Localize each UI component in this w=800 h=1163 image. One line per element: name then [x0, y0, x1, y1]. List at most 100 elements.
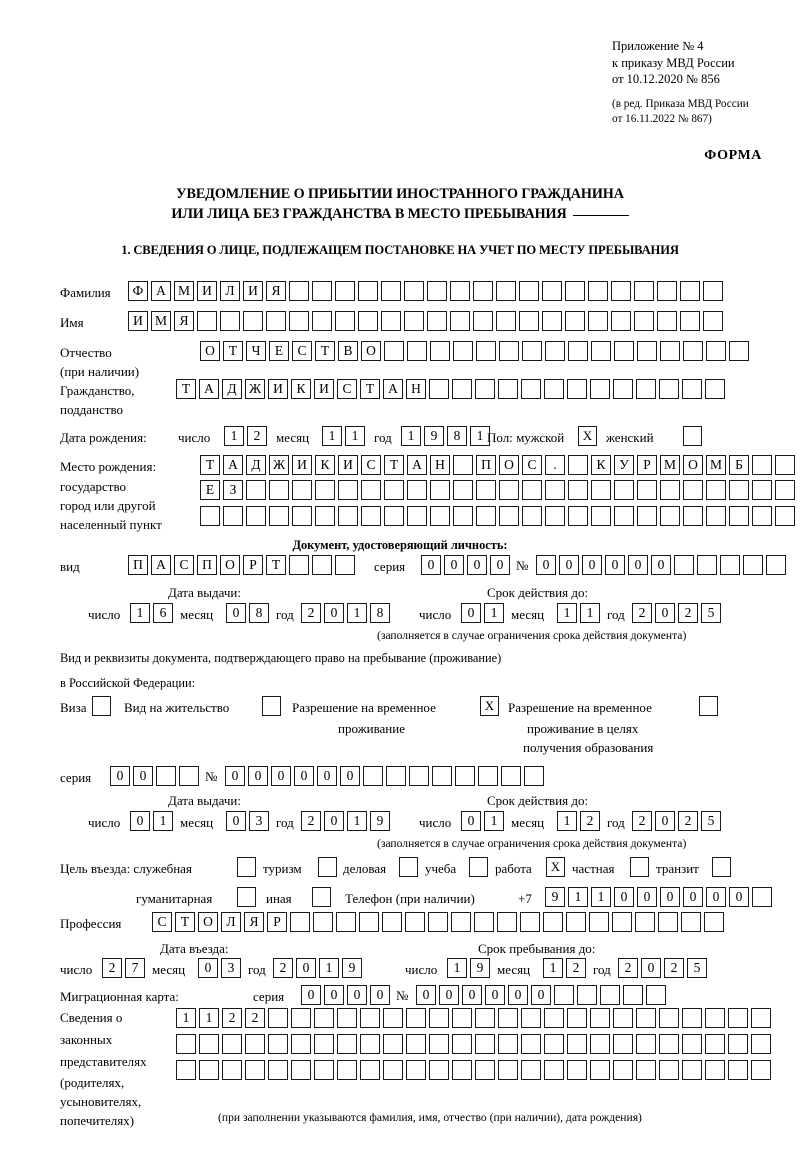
checkbox-residence-permit[interactable] — [262, 696, 281, 716]
char-cell[interactable]: 0 — [340, 766, 360, 786]
char-cell[interactable]: 7 — [125, 958, 145, 978]
char-cell[interactable] — [338, 480, 358, 500]
char-cell[interactable] — [612, 912, 632, 932]
char-cell[interactable]: Т — [384, 455, 404, 475]
char-cell[interactable] — [404, 281, 424, 301]
char-cell[interactable]: 0 — [637, 887, 657, 907]
char-cell[interactable]: 5 — [687, 958, 707, 978]
char-cell[interactable] — [519, 311, 539, 331]
char-cell[interactable] — [314, 1008, 334, 1028]
char-cell[interactable]: 0 — [508, 985, 528, 1005]
char-cell[interactable]: 2 — [245, 1008, 265, 1028]
char-cell[interactable] — [614, 480, 634, 500]
char-cell[interactable]: 9 — [424, 426, 444, 446]
char-cell[interactable]: Т — [175, 912, 195, 932]
char-cell[interactable] — [453, 480, 473, 500]
checkbox-purpose-other[interactable] — [312, 887, 331, 907]
char-cell[interactable] — [705, 1008, 725, 1028]
char-cell[interactable]: 2 — [632, 811, 652, 831]
char-cell[interactable] — [752, 506, 772, 526]
char-cell[interactable]: Д — [222, 379, 242, 399]
char-cell[interactable] — [588, 311, 608, 331]
char-cell[interactable] — [266, 311, 286, 331]
char-cell[interactable] — [522, 506, 542, 526]
char-cell[interactable]: 8 — [249, 603, 269, 623]
char-cell[interactable] — [475, 1060, 495, 1080]
char-cell[interactable]: 1 — [447, 958, 467, 978]
char-cell[interactable]: Е — [200, 480, 220, 500]
char-cell[interactable] — [222, 1060, 242, 1080]
char-cell[interactable] — [522, 341, 542, 361]
char-cell[interactable] — [751, 1008, 771, 1028]
char-cell[interactable] — [519, 281, 539, 301]
char-cell[interactable] — [476, 480, 496, 500]
char-cell[interactable] — [429, 1008, 449, 1028]
checkbox-visa[interactable] — [92, 696, 111, 716]
char-cell[interactable] — [589, 912, 609, 932]
char-cell[interactable] — [567, 1060, 587, 1080]
char-cell[interactable] — [499, 506, 519, 526]
char-cell[interactable] — [706, 341, 726, 361]
char-cell[interactable] — [720, 555, 740, 575]
field-legal-rep-row-3[interactable] — [176, 1060, 771, 1080]
char-cell[interactable]: 0 — [531, 985, 551, 1005]
char-cell[interactable] — [521, 1008, 541, 1028]
char-cell[interactable]: 1 — [224, 426, 244, 446]
char-cell[interactable]: 9 — [545, 887, 565, 907]
char-cell[interactable]: 0 — [651, 555, 671, 575]
char-cell[interactable]: 2 — [618, 958, 638, 978]
char-cell[interactable]: 0 — [324, 811, 344, 831]
char-cell[interactable] — [315, 480, 335, 500]
char-cell[interactable] — [545, 480, 565, 500]
char-cell[interactable] — [200, 506, 220, 526]
char-cell[interactable] — [657, 311, 677, 331]
char-cell[interactable] — [660, 480, 680, 500]
char-cell[interactable] — [682, 1060, 702, 1080]
char-cell[interactable]: Т — [360, 379, 380, 399]
char-cell[interactable] — [499, 480, 519, 500]
char-cell[interactable] — [775, 455, 795, 475]
char-cell[interactable] — [407, 341, 427, 361]
char-cell[interactable] — [406, 1034, 426, 1054]
char-cell[interactable]: 2 — [222, 1008, 242, 1028]
char-cell[interactable]: Т — [266, 555, 286, 575]
char-cell[interactable] — [683, 480, 703, 500]
char-cell[interactable] — [614, 341, 634, 361]
char-cell[interactable] — [473, 311, 493, 331]
char-cell[interactable]: Л — [221, 912, 241, 932]
checkbox-purpose-humanitarian[interactable] — [237, 887, 256, 907]
char-cell[interactable]: Е — [269, 341, 289, 361]
char-cell[interactable] — [613, 1008, 633, 1028]
char-cell[interactable] — [683, 506, 703, 526]
char-cell[interactable] — [544, 1060, 564, 1080]
char-cell[interactable]: 9 — [470, 958, 490, 978]
char-cell[interactable]: 1 — [484, 603, 504, 623]
char-cell[interactable]: 5 — [701, 603, 721, 623]
char-cell[interactable]: Т — [315, 341, 335, 361]
char-cell[interactable] — [590, 1034, 610, 1054]
char-cell[interactable] — [521, 379, 541, 399]
char-cell[interactable] — [611, 311, 631, 331]
char-cell[interactable]: 1 — [347, 811, 367, 831]
char-cell[interactable] — [452, 1008, 472, 1028]
char-cell[interactable]: И — [243, 281, 263, 301]
char-cell[interactable] — [361, 480, 381, 500]
char-cell[interactable] — [637, 341, 657, 361]
char-cell[interactable] — [542, 281, 562, 301]
char-cell[interactable]: 0 — [655, 811, 675, 831]
char-cell[interactable]: М — [706, 455, 726, 475]
char-cell[interactable] — [728, 1034, 748, 1054]
char-cell[interactable] — [199, 1034, 219, 1054]
char-cell[interactable]: И — [338, 455, 358, 475]
char-cell[interactable]: 2 — [566, 958, 586, 978]
char-cell[interactable] — [600, 985, 620, 1005]
char-cell[interactable] — [429, 379, 449, 399]
char-cell[interactable]: 2 — [664, 958, 684, 978]
char-cell[interactable] — [591, 480, 611, 500]
char-cell[interactable]: 8 — [370, 603, 390, 623]
